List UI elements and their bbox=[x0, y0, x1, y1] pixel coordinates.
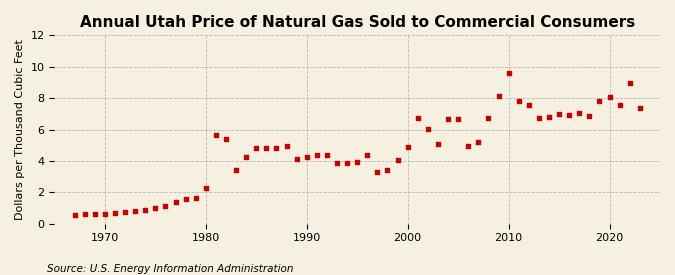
Point bbox=[503, 71, 514, 75]
Point bbox=[574, 111, 585, 115]
Point bbox=[513, 99, 524, 103]
Point bbox=[291, 157, 302, 162]
Point bbox=[483, 116, 494, 120]
Point bbox=[463, 144, 474, 148]
Point bbox=[382, 167, 393, 172]
Point bbox=[180, 197, 191, 202]
Point bbox=[261, 146, 272, 151]
Point bbox=[533, 116, 544, 120]
Point bbox=[221, 137, 232, 141]
Point bbox=[362, 153, 373, 158]
Point bbox=[271, 146, 282, 151]
Point bbox=[150, 206, 161, 210]
Point bbox=[423, 126, 433, 131]
Point bbox=[200, 186, 211, 191]
Point bbox=[372, 170, 383, 174]
Point bbox=[281, 144, 292, 148]
Point bbox=[130, 209, 140, 213]
Point bbox=[241, 155, 252, 159]
Point bbox=[543, 115, 554, 119]
Point bbox=[160, 204, 171, 208]
Point bbox=[211, 133, 221, 137]
Point bbox=[634, 106, 645, 111]
Point bbox=[99, 211, 110, 216]
Point bbox=[433, 142, 443, 146]
Point bbox=[190, 196, 201, 200]
Point bbox=[584, 114, 595, 119]
Point bbox=[79, 212, 90, 216]
Point bbox=[70, 213, 80, 217]
Point bbox=[493, 94, 504, 98]
Point bbox=[251, 145, 262, 150]
Point bbox=[89, 212, 100, 216]
Point bbox=[109, 211, 120, 215]
Point bbox=[594, 98, 605, 103]
Point bbox=[352, 160, 362, 164]
Point bbox=[554, 112, 564, 116]
Point bbox=[443, 116, 454, 121]
Point bbox=[231, 167, 242, 172]
Point bbox=[140, 207, 151, 212]
Point bbox=[604, 95, 615, 100]
Point bbox=[331, 160, 342, 165]
Point bbox=[170, 200, 181, 204]
Point bbox=[119, 210, 130, 215]
Point bbox=[614, 103, 625, 108]
Point bbox=[523, 103, 534, 108]
Point bbox=[402, 145, 413, 149]
Text: Source: U.S. Energy Information Administration: Source: U.S. Energy Information Administ… bbox=[47, 264, 294, 274]
Point bbox=[321, 152, 332, 157]
Point bbox=[301, 155, 312, 159]
Point bbox=[311, 153, 322, 158]
Point bbox=[624, 81, 635, 86]
Point bbox=[473, 140, 484, 144]
Title: Annual Utah Price of Natural Gas Sold to Commercial Consumers: Annual Utah Price of Natural Gas Sold to… bbox=[80, 15, 634, 30]
Point bbox=[392, 158, 403, 162]
Point bbox=[564, 112, 574, 117]
Y-axis label: Dollars per Thousand Cubic Feet: Dollars per Thousand Cubic Feet bbox=[15, 39, 25, 220]
Point bbox=[342, 160, 352, 165]
Point bbox=[412, 116, 423, 120]
Point bbox=[453, 116, 464, 121]
